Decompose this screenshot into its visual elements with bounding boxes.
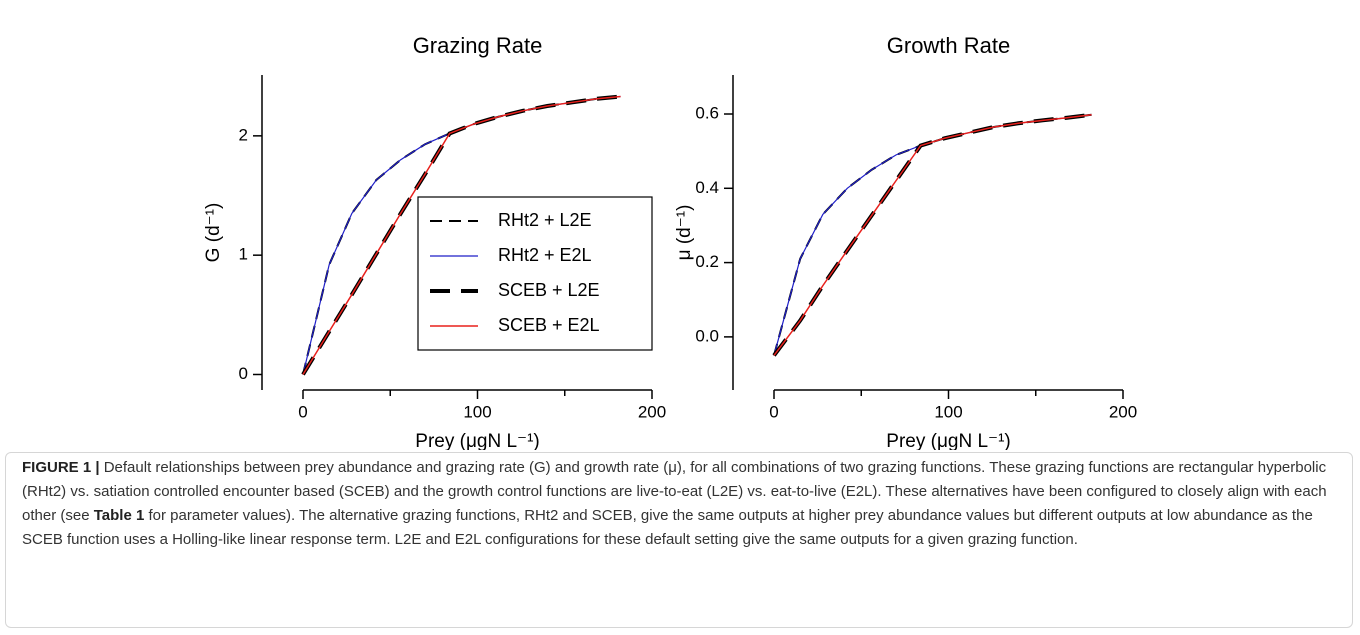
- x-tick-label: 0: [298, 402, 307, 421]
- legend-label: RHt2 + E2L: [498, 245, 592, 265]
- caption-label: FIGURE 1 |: [22, 459, 100, 476]
- y-axis-title: G (d⁻¹): [203, 203, 224, 263]
- legend-label: RHt2 + L2E: [498, 210, 592, 230]
- figure: Grazing Rate 0 100 200 0 1 2 Prey (μgN L⁻¹) G (d…: [203, 33, 1137, 450]
- caption-text: for parameter values). The alternative g…: [22, 507, 1313, 548]
- legend-box: [417, 196, 653, 351]
- y-tick-label: 0: [239, 364, 248, 383]
- series-line: [302, 95, 621, 375]
- chart-title: Growth Rate: [887, 33, 1011, 58]
- x-tick-label: 200: [638, 402, 666, 421]
- x-axis-title: Prey (μgN L⁻¹): [886, 431, 1010, 450]
- x-axis-title: Prey (μgN L⁻¹): [415, 431, 539, 450]
- y-tick-label: 0.2: [695, 252, 719, 271]
- legend-label: SCEB + E2L: [498, 315, 600, 335]
- caption-box: [5, 452, 1353, 628]
- series-line: [773, 114, 1092, 356]
- series-line: [772, 112, 1092, 357]
- caption: FIGURE 1 | Default relationships between…: [22, 456, 1342, 552]
- series-line: [773, 113, 1092, 356]
- legend: RHt2 + L2E RHt2 + E2L SCEB + L2E SCEB + E2L: [417, 196, 653, 351]
- x-tick-label: 0: [769, 402, 778, 421]
- caption-text: Default relationships between prey abund…: [22, 459, 1327, 524]
- y-tick-label: 0.0: [695, 326, 719, 345]
- x-tick-label: 100: [934, 402, 962, 421]
- series-line: [773, 114, 1092, 356]
- y-tick-label: 0.6: [695, 103, 719, 122]
- chart-title: Grazing Rate: [413, 33, 543, 58]
- y-axis-title: μ (d⁻¹): [674, 205, 695, 261]
- y-tick-label: 0.4: [695, 178, 719, 197]
- x-tick-label: 200: [1109, 402, 1137, 421]
- y-tick-label: 1: [239, 245, 248, 264]
- caption-reference: Table 1: [93, 507, 145, 524]
- y-tick-label: 2: [239, 125, 248, 144]
- legend-label: SCEB + L2E: [498, 280, 600, 300]
- x-tick-label: 100: [463, 402, 491, 421]
